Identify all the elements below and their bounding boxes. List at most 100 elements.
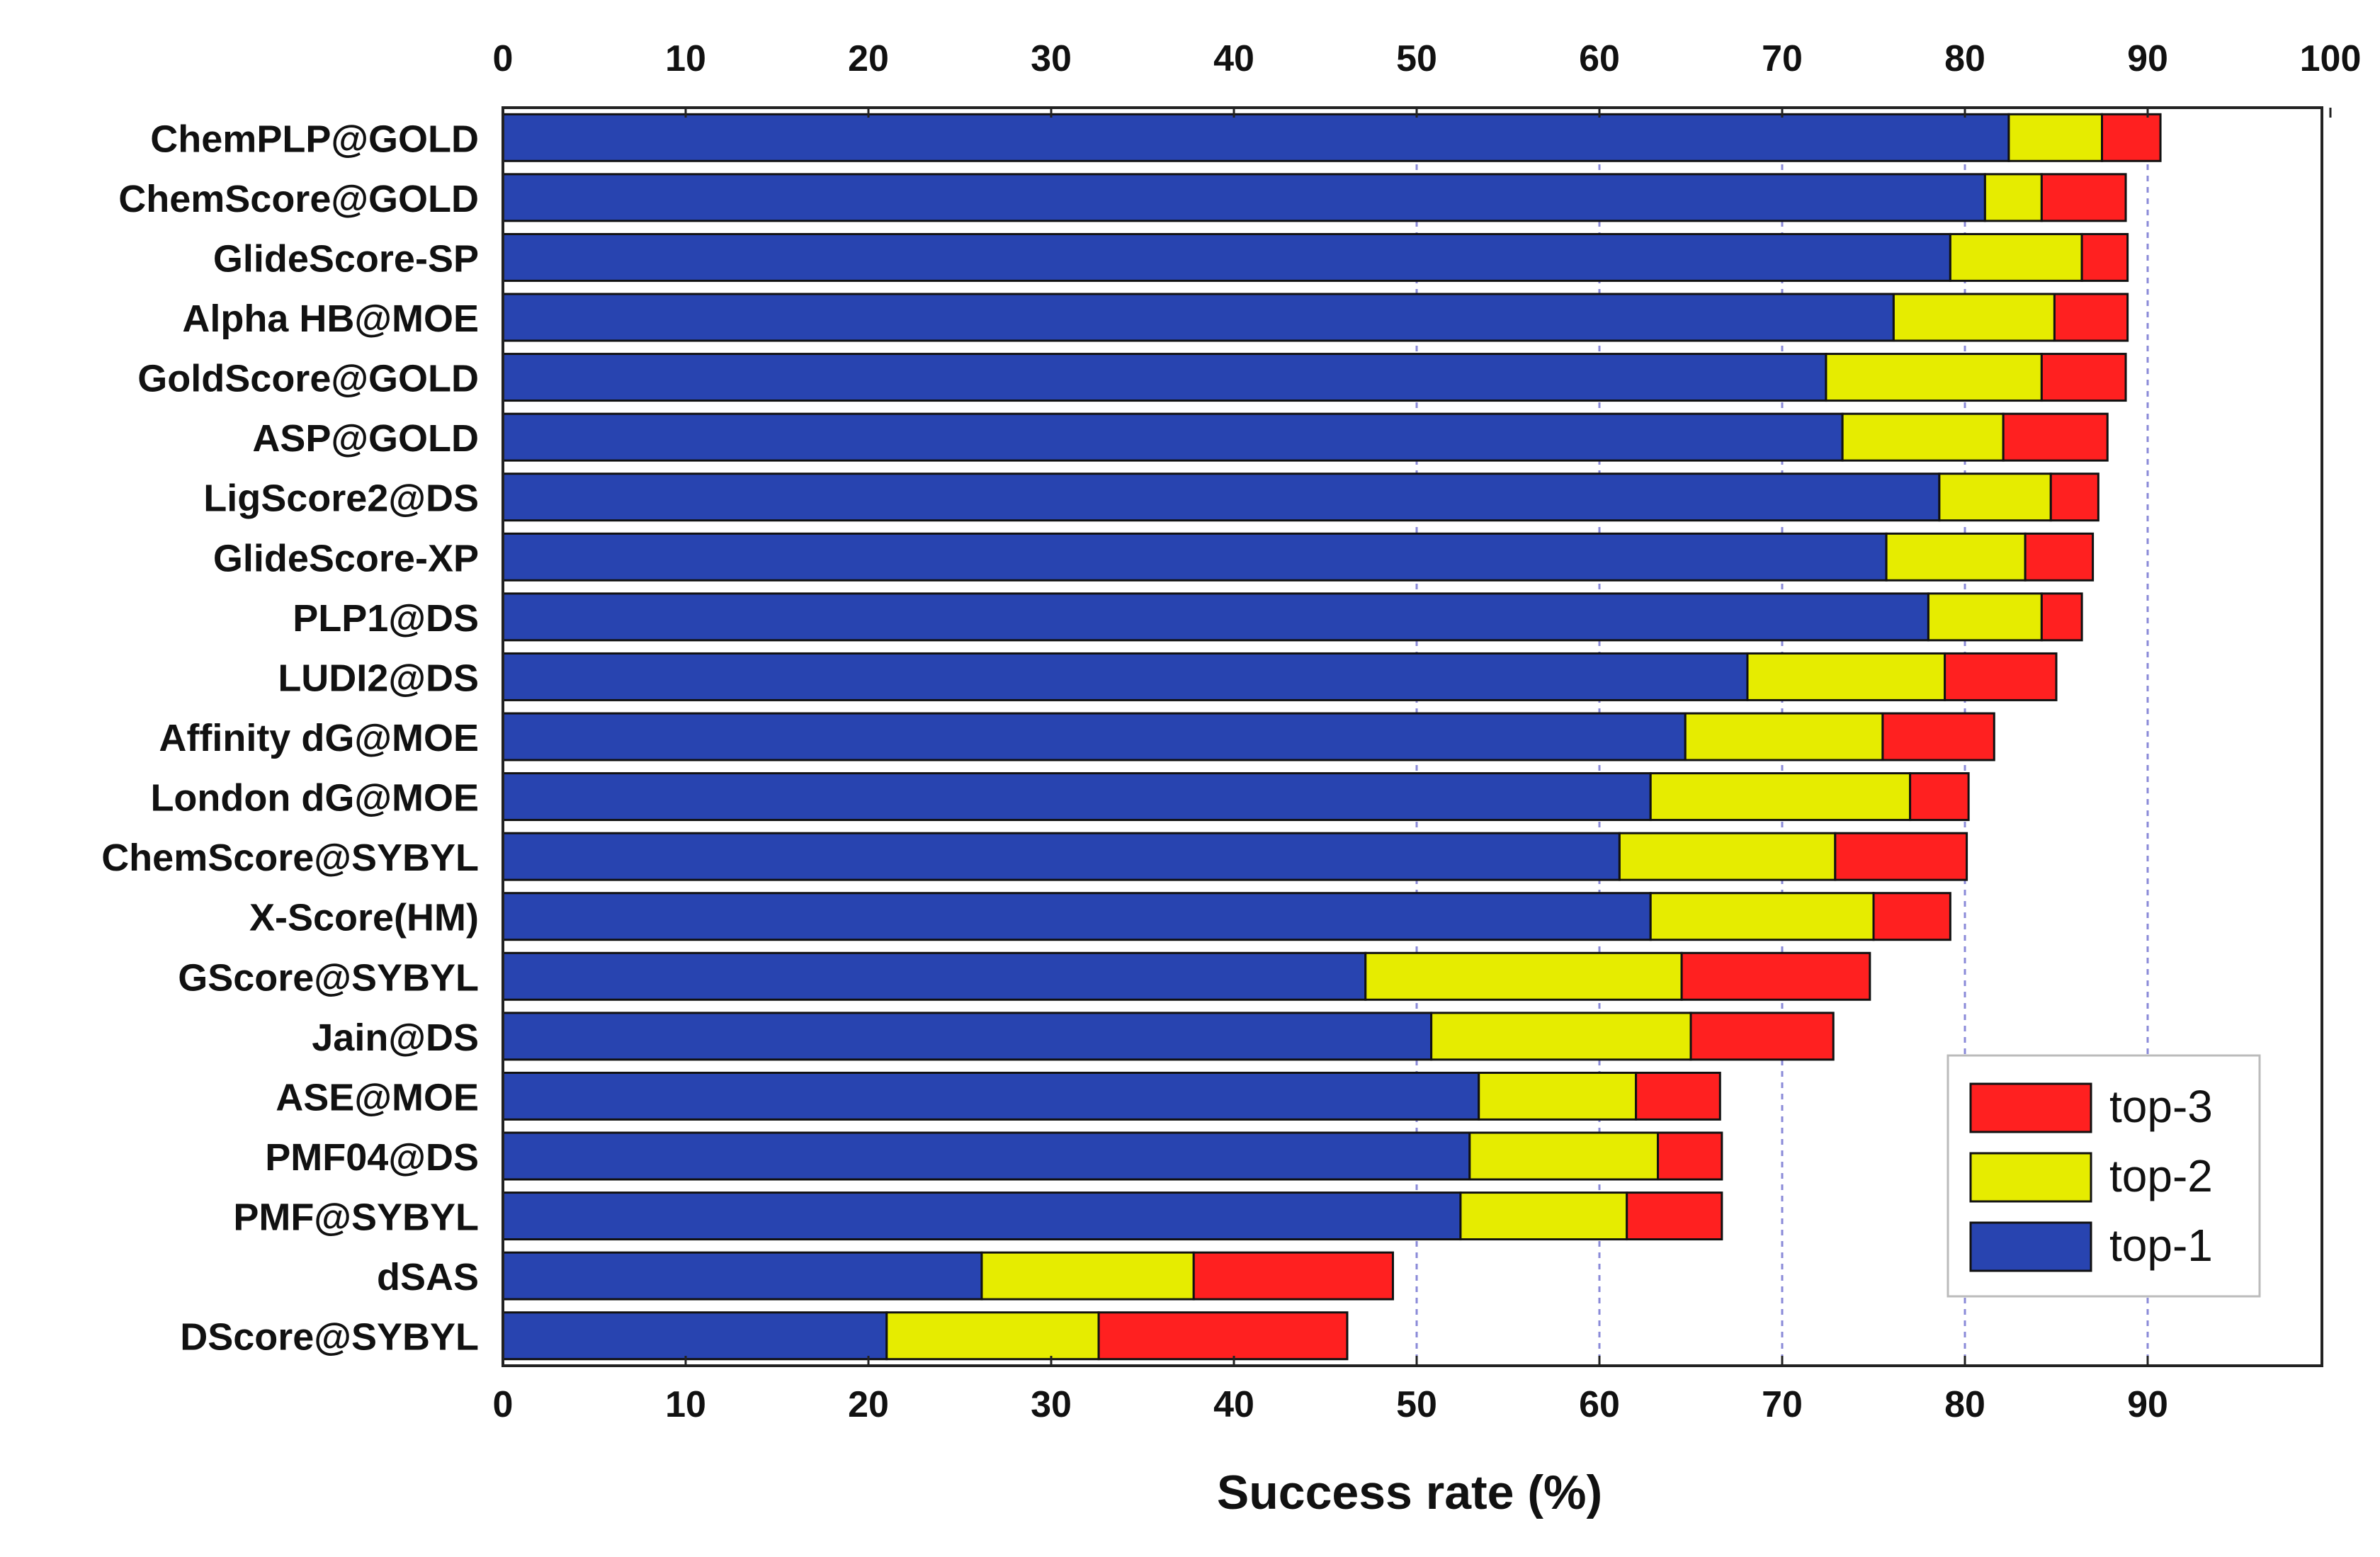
bar-top-3 (2040, 353, 2127, 402)
top-tick-label: 80 (1944, 38, 1985, 79)
bar-top-2 (1938, 472, 2052, 522)
category-label: DScore@SYBYL (180, 1316, 479, 1359)
category-labels: ChemPLP@GOLD ChemScore@GOLD GlideScore-SP A… (101, 118, 479, 1358)
bar-top-1 (502, 951, 1367, 1001)
legend-swatch-top-2 (1969, 1152, 2092, 1203)
bottom-tick-label: 70 (1762, 1384, 1803, 1425)
bar-top-2 (1949, 232, 2083, 282)
category-label: Alpha HB@MOE (182, 298, 479, 340)
category-label: ChemScore@GOLD (118, 178, 479, 220)
plot-frame (502, 106, 2323, 1367)
bottom-tick-label: 50 (1396, 1384, 1437, 1425)
category-label: London dG@MOE (150, 777, 479, 820)
category-label: Affinity dG@MOE (159, 717, 479, 759)
bottom-tick-label: 20 (848, 1384, 889, 1425)
bar-top-3 (1689, 1012, 1835, 1061)
bar-top-1 (502, 412, 1844, 462)
legend-label: top-2 (2109, 1150, 2213, 1201)
category-label: ASP@GOLD (252, 417, 479, 460)
bar-top-2 (1649, 892, 1875, 941)
bar-top-3 (1192, 1251, 1394, 1301)
top-tick-label: 10 (665, 38, 706, 79)
category-label: PLP1@DS (293, 597, 479, 640)
bar-top-2 (2007, 113, 2103, 162)
bar-top-3 (2053, 293, 2129, 342)
bar-top-1 (502, 353, 1828, 402)
bar-top-3 (2101, 113, 2162, 162)
category-label: Jain@DS (312, 1017, 479, 1059)
x-axis-title: Success rate (%) (1217, 1466, 1602, 1519)
category-label: LUDI2@DS (278, 657, 479, 699)
category-label: ChemScore@SYBYL (101, 837, 479, 879)
bar-top-3 (1635, 1071, 1721, 1121)
bar-top-1 (502, 232, 1951, 282)
category-label: X-Score(HM) (249, 897, 479, 939)
bar-top-3 (2080, 232, 2129, 282)
legend-swatch-top-1 (1969, 1221, 2092, 1272)
bar-top-1 (502, 652, 1749, 701)
category-label: ASE@MOE (276, 1076, 479, 1119)
bar-top-1 (502, 772, 1652, 822)
bar-top-2 (1459, 1191, 1628, 1241)
top-tick-label: 70 (1762, 38, 1803, 79)
category-label: GlideScore-XP (213, 537, 479, 579)
bar-top-2 (1927, 592, 2043, 642)
bottom-tick-label: 40 (1213, 1384, 1254, 1425)
top-tick-label: 0 (493, 38, 514, 79)
legend-label: top-3 (2109, 1081, 2213, 1132)
bar-top-2 (1983, 173, 2043, 222)
category-label: LigScore2@DS (203, 477, 479, 520)
bar-top-3 (2040, 592, 2083, 642)
top-tick-label: 40 (1213, 38, 1254, 79)
category-label: dSAS (377, 1256, 479, 1298)
bar-top-3 (1626, 1191, 1723, 1241)
top-tick-label: 60 (1579, 38, 1620, 79)
category-label: GlideScore-SP (213, 237, 479, 280)
bar-top-1 (502, 1012, 1433, 1061)
bar-top-3 (1680, 951, 1871, 1001)
top-tick-label: 90 (2127, 38, 2168, 79)
top-tick-label: 100 (2300, 38, 2362, 79)
bar-top-1 (502, 472, 1941, 522)
bar-top-2 (1430, 1012, 1692, 1061)
category-label: GoldScore@GOLD (137, 358, 479, 400)
bottom-tick-label: 90 (2127, 1384, 2168, 1425)
bottom-axis-ticks: 0 10 20 30 40 50 60 70 80 90 (493, 1356, 2168, 1425)
bar-top-3 (2040, 173, 2127, 222)
bar-top-3 (1872, 892, 1951, 941)
bar-top-1 (502, 532, 1888, 582)
top-tick-label: 50 (1396, 38, 1437, 79)
legend-label: top-1 (2109, 1220, 2213, 1271)
category-label: ChemPLP@GOLD (150, 118, 479, 160)
bar-top-2 (1478, 1071, 1638, 1121)
legend: top-3 top-2 top-1 (1946, 1054, 2261, 1298)
bar-top-2 (980, 1251, 1195, 1301)
bar-top-3 (1657, 1131, 1723, 1181)
category-label: GScore@SYBYL (178, 956, 479, 999)
bar-top-1 (502, 1251, 983, 1301)
bar-top-1 (502, 712, 1687, 761)
bar-top-2 (1468, 1131, 1660, 1181)
bar-top-1 (502, 113, 2010, 162)
bar-top-2 (1364, 951, 1683, 1001)
bar-top-2 (1649, 772, 1912, 822)
bar-top-1 (502, 293, 1895, 342)
top-tick-label: 30 (1031, 38, 1072, 79)
bar-top-3 (1097, 1311, 1349, 1361)
bar-top-3 (2049, 472, 2100, 522)
bar-top-1 (502, 592, 1930, 642)
bar-top-2 (1746, 652, 1946, 701)
bar-top-2 (885, 1311, 1100, 1361)
bar-top-2 (1885, 532, 2027, 582)
bar-top-2 (1825, 353, 2043, 402)
bar-top-3 (2002, 412, 2109, 462)
bar-top-2 (1684, 712, 1884, 761)
bar-top-1 (502, 1131, 1471, 1181)
bar-top-1 (502, 1311, 888, 1361)
bars (502, 113, 2162, 1361)
bar-top-3 (2024, 532, 2095, 582)
bar-top-3 (1909, 772, 1970, 822)
bar-top-3 (1834, 832, 1968, 881)
legend-swatch-top-3 (1969, 1082, 2092, 1133)
bar-top-1 (502, 892, 1652, 941)
